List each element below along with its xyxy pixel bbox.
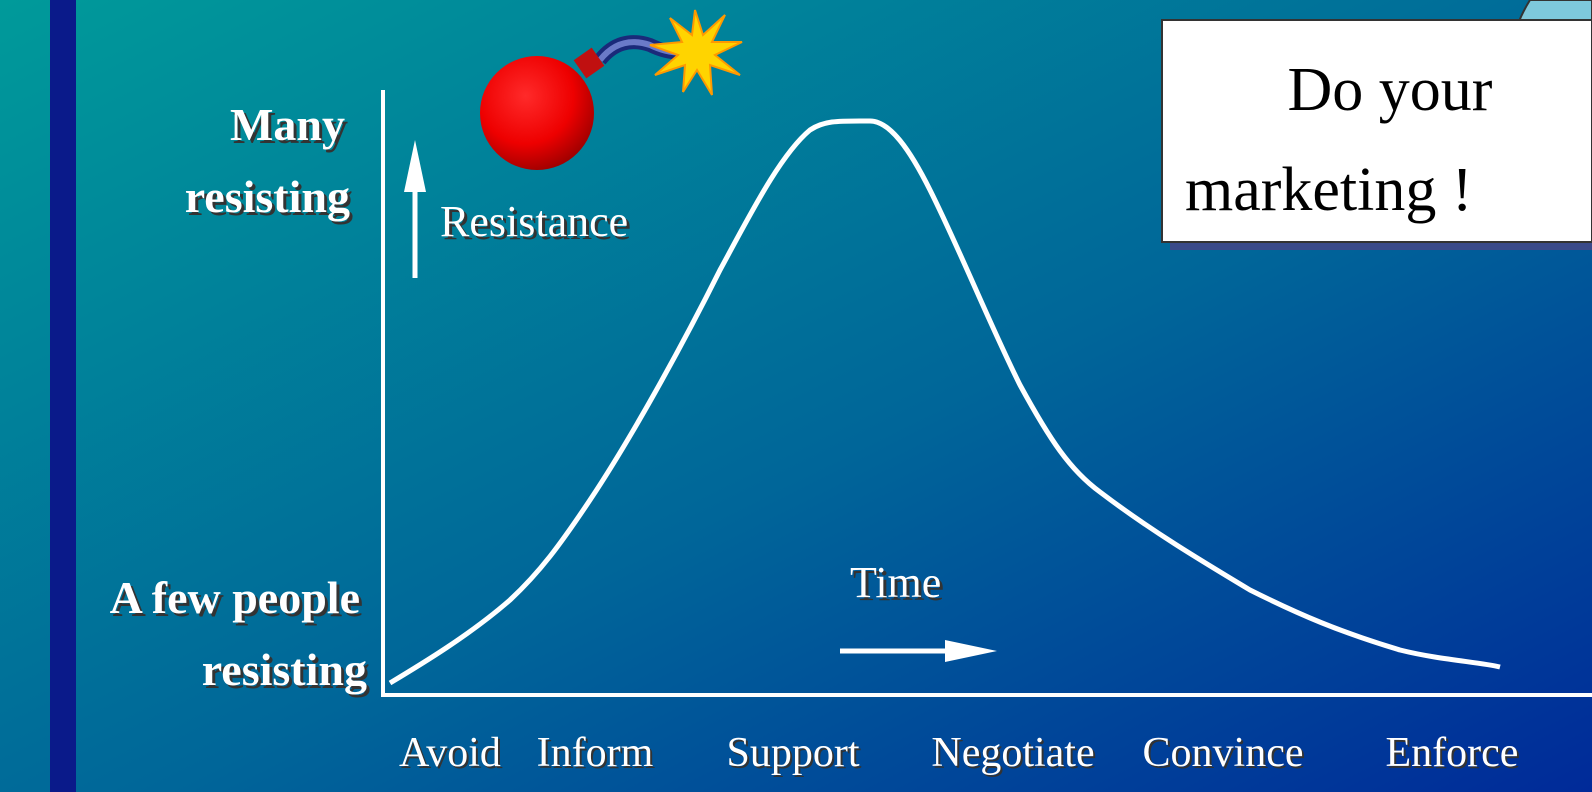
y-bottom-label: resisting [202, 644, 367, 695]
stage-label: Support [726, 730, 859, 776]
stage-label: Avoid [399, 730, 501, 776]
side-bar [50, 0, 76, 792]
y-bottom-label: A few people [110, 572, 360, 623]
stage-label: Enforce [1386, 730, 1519, 776]
stage-label: Convince [1143, 730, 1304, 776]
stage-label: Negotiate [931, 730, 1094, 776]
callout-text: marketing ! [1185, 156, 1473, 224]
callout: Do your marketing ! [1162, 0, 1592, 250]
y-top-label: resisting [185, 171, 350, 222]
slide: Many resisting A few people resisting Re… [0, 0, 1592, 792]
x-axis-label: Time [850, 558, 941, 607]
stage-label: Inform [537, 730, 654, 776]
callout-text: Do your [1288, 56, 1493, 124]
y-axis-label: Resistance [440, 197, 628, 246]
y-top-label: Many [230, 99, 345, 150]
